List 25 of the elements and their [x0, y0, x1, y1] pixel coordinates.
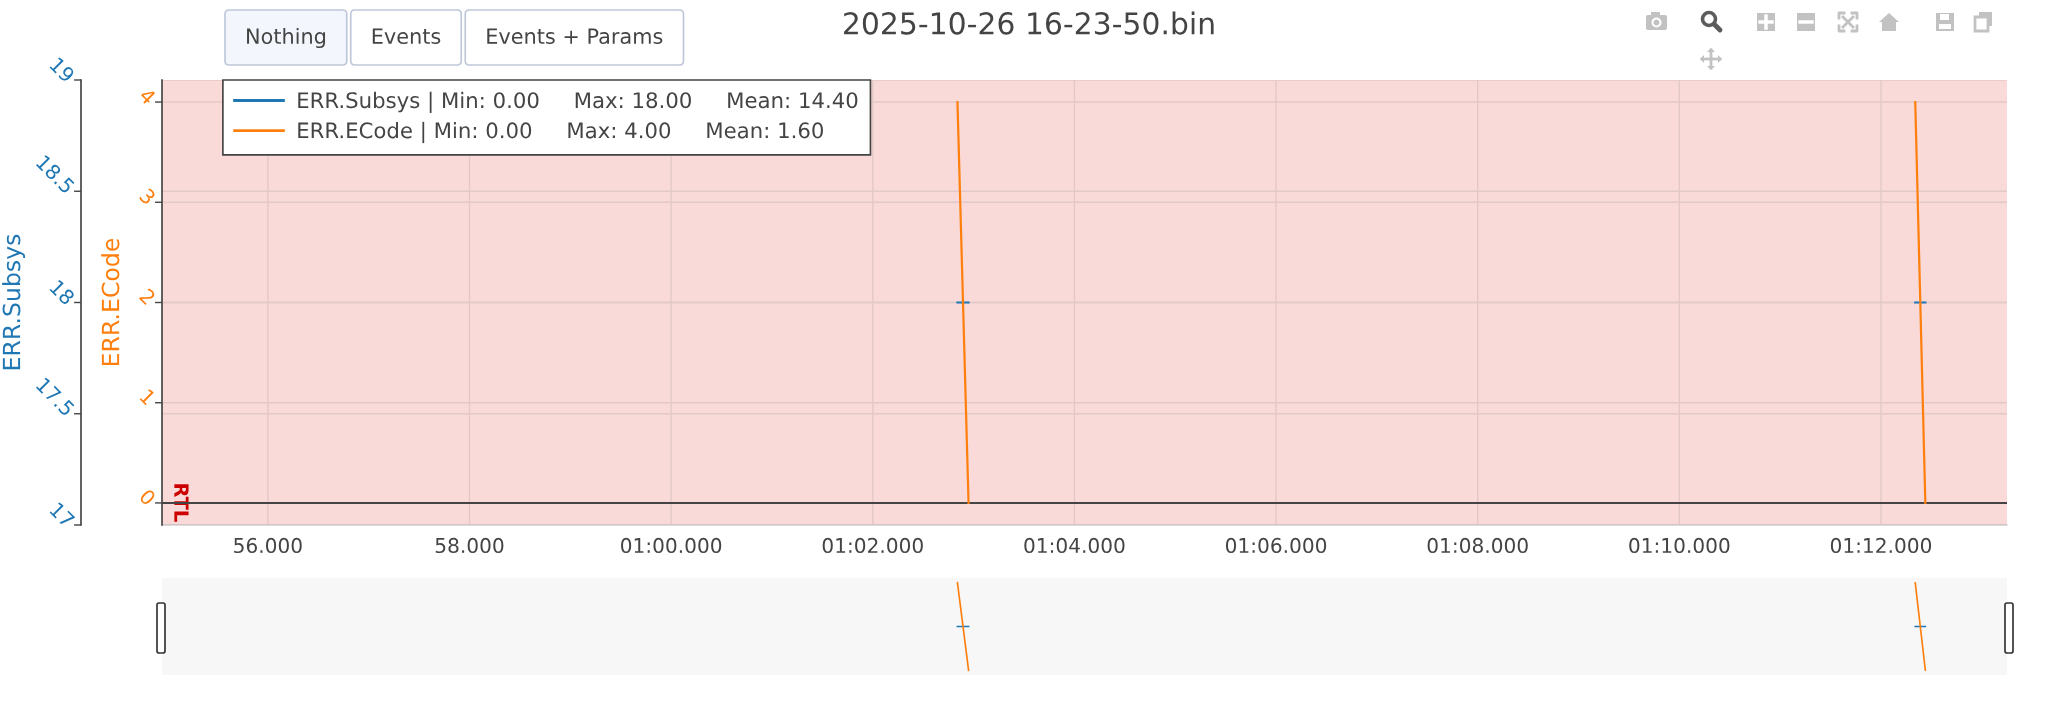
- legend-label: ERR.ECode | Min: 0.00 Max: 4.00 Mean: 1.60: [298, 121, 823, 144]
- legend-label: ERR.Subsys | Min: 0.00 Max: 18.00 Mean: 14.40: [298, 91, 858, 113]
- text: Events: [372, 28, 441, 45]
- y-axis-title: ERR.Subsys: [2, 234, 25, 370]
- text: Nothing: [247, 27, 326, 49]
- x-tick-label: 56.000: [234, 537, 302, 554]
- x-tick-label: 58.000: [435, 537, 504, 554]
- y2-tick-label: 2: [138, 287, 157, 305]
- text: Events + Params: [487, 28, 663, 45]
- x-tick-label: 01:12.000: [1830, 537, 1932, 554]
- x-tick-label: 01:06.000: [1225, 537, 1327, 554]
- x-tick-label: 01:02.000: [822, 537, 923, 554]
- y2-axis-title: ERR.ECode: [101, 238, 120, 366]
- y-tick-label: 18: [49, 279, 76, 306]
- y2-tick-label: 3: [138, 187, 157, 206]
- chart-title: 2025-10-26 16-23-50.bin: [844, 11, 1214, 35]
- x-tick-label: 01:04.000: [1024, 537, 1125, 554]
- y-tick-label: 17: [49, 501, 76, 528]
- x-tick-label: 01:00.000: [621, 537, 722, 554]
- y-tick-label: 19: [49, 56, 76, 84]
- x-tick-label: 01:08.000: [1427, 537, 1528, 554]
- y2-tick-label: 4: [138, 87, 157, 106]
- y2-tick-label: 0: [138, 488, 157, 507]
- y2-tick-label: 1: [139, 388, 157, 406]
- x-tick-label: 01:10.000: [1629, 537, 1730, 554]
